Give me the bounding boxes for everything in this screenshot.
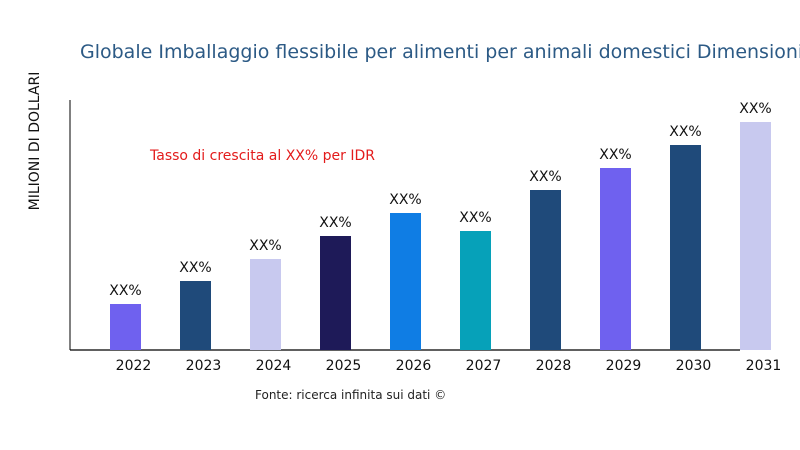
data-label-2027: XX% (459, 210, 491, 226)
x-tick-label-2026: 2026 (396, 358, 432, 374)
bar-2030 (670, 145, 701, 350)
data-label-2024: XX% (249, 238, 281, 254)
source-note: Fonte: ricerca infinita sui dati © (255, 388, 447, 402)
bar-2024 (250, 259, 281, 350)
bar-2025 (320, 236, 351, 350)
bar-2023 (180, 281, 211, 350)
data-label-2031: XX% (739, 101, 771, 117)
data-label-2030: XX% (669, 124, 701, 140)
x-tick-label-2031: 2031 (746, 358, 782, 374)
data-label-2025: XX% (319, 215, 351, 231)
x-tick-label-2024: 2024 (256, 358, 292, 374)
data-label-2029: XX% (599, 147, 631, 163)
bar-2022 (110, 304, 141, 350)
x-tick-label-2030: 2030 (676, 358, 712, 374)
data-label-2026: XX% (389, 192, 421, 208)
x-tick-label-2022: 2022 (116, 358, 152, 374)
growth-annotation: Tasso di crescita al XX% per IDR (149, 148, 375, 164)
x-tick-label-2028: 2028 (536, 358, 572, 374)
data-label-2028: XX% (529, 169, 561, 185)
x-tick-label-2027: 2027 (466, 358, 502, 374)
chart-title: Globale Imballaggio flessibile per alime… (80, 41, 800, 63)
bar-2027 (460, 231, 491, 350)
bar-2029 (600, 168, 631, 350)
x-tick-label-2025: 2025 (326, 358, 362, 374)
bar-2031 (740, 122, 771, 350)
data-label-2023: XX% (179, 260, 211, 276)
bar-2026 (390, 213, 421, 350)
data-label-2022: XX% (109, 283, 141, 299)
x-tick-label-2029: 2029 (606, 358, 642, 374)
x-tick-label-2023: 2023 (186, 358, 222, 374)
bar-2028 (530, 190, 561, 350)
